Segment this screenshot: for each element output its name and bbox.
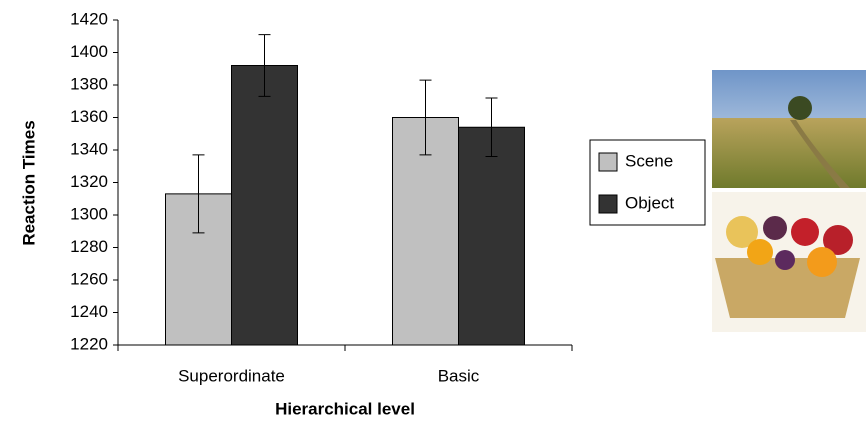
chart: Reaction Times Hierarchical level 1220 12…	[0, 0, 866, 422]
x-tick-label: Basic	[438, 366, 480, 385]
y-tick-label: 1320	[70, 172, 108, 191]
y-tick-label: 1300	[70, 204, 108, 223]
y-tick-label: 1220	[70, 334, 108, 353]
fruit-photo	[712, 192, 866, 332]
y-tick-label: 1280	[70, 237, 108, 256]
y-tick-label: 1400	[70, 42, 108, 61]
y-tick-label: 1380	[70, 74, 108, 93]
y-tick-label: 1260	[70, 269, 108, 288]
x-axis-title: Hierarchical level	[275, 399, 415, 418]
x-tick-label: Superordinate	[178, 366, 285, 385]
y-axis-title: Reaction Times	[19, 120, 38, 245]
bar	[232, 66, 298, 346]
landscape-photo	[712, 70, 866, 188]
legend-swatch	[599, 153, 617, 171]
bar	[459, 127, 525, 345]
y-tick-label: 1360	[70, 107, 108, 126]
legend-label: Scene	[625, 151, 673, 170]
y-tick-label: 1420	[70, 9, 108, 28]
legend-swatch	[599, 195, 617, 213]
y-tick-label: 1240	[70, 302, 108, 321]
y-tick-label: 1340	[70, 139, 108, 158]
legend-label: Object	[625, 193, 674, 212]
